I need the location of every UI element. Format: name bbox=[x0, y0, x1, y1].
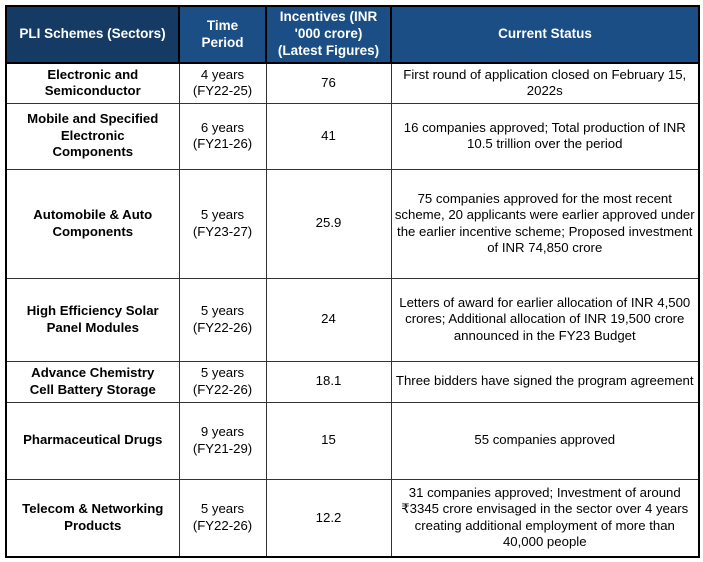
incentive-cell: 12.2 bbox=[265, 478, 392, 558]
status-cell: Three bidders have signed the program ag… bbox=[390, 360, 700, 403]
incentive-cell: 76 bbox=[265, 62, 392, 104]
header-row: PLI Schemes (Sectors) Time Period Incent… bbox=[5, 5, 700, 64]
sector-cell: Telecom & Networking Products bbox=[5, 478, 180, 558]
header-time-period: Time Period bbox=[178, 5, 267, 64]
table-row: High Efficiency Solar Panel Modules 5 yea… bbox=[5, 277, 700, 362]
time-period-cell: 5 years (FY22-26) bbox=[178, 478, 267, 558]
incentive-cell: 25.9 bbox=[265, 168, 392, 279]
header-sector: PLI Schemes (Sectors) bbox=[5, 5, 180, 64]
pli-schemes-table: PLI Schemes (Sectors) Time Period Incent… bbox=[5, 5, 700, 558]
table-row: Mobile and Specified Electronic Componen… bbox=[5, 102, 700, 170]
status-cell: 16 companies approved; Total production … bbox=[390, 102, 700, 170]
sector-cell: Automobile & Auto Components bbox=[5, 168, 180, 279]
table-row: Electronic and Semiconductor 4 years (FY2… bbox=[5, 62, 700, 104]
status-cell: Letters of award for earlier allocation … bbox=[390, 277, 700, 362]
status-cell: 75 companies approved for the most recen… bbox=[390, 168, 700, 279]
incentive-cell: 24 bbox=[265, 277, 392, 362]
sector-cell: Electronic and Semiconductor bbox=[5, 62, 180, 104]
table-row: Automobile & Auto Components 5 years (FY2… bbox=[5, 168, 700, 279]
status-cell: First round of application closed on Feb… bbox=[390, 62, 700, 104]
incentive-cell: 41 bbox=[265, 102, 392, 170]
time-period-cell: 5 years (FY22-26) bbox=[178, 360, 267, 403]
time-period-cell: 5 years (FY22-26) bbox=[178, 277, 267, 362]
time-period-cell: 5 years (FY23-27) bbox=[178, 168, 267, 279]
time-period-cell: 6 years (FY21-26) bbox=[178, 102, 267, 170]
table-row: Pharmaceutical Drugs 9 years (FY21-29) 15 5… bbox=[5, 401, 700, 480]
status-cell: 31 companies approved; Investment of aro… bbox=[390, 478, 700, 558]
sector-cell: Pharmaceutical Drugs bbox=[5, 401, 180, 480]
header-current-status: Current Status bbox=[390, 5, 700, 64]
pli-schemes-table-container: PLI Schemes (Sectors) Time Period Incent… bbox=[5, 5, 700, 558]
sector-cell: Mobile and Specified Electronic Componen… bbox=[5, 102, 180, 170]
time-period-cell: 4 years (FY22-25) bbox=[178, 62, 267, 104]
header-incentives: Incentives (INR '000 crore) (Latest Figu… bbox=[265, 5, 392, 64]
sector-cell: Advance Chemistry Cell Battery Storage bbox=[5, 360, 180, 403]
incentive-cell: 15 bbox=[265, 401, 392, 480]
time-period-cell: 9 years (FY21-29) bbox=[178, 401, 267, 480]
table-body: Electronic and Semiconductor 4 years (FY2… bbox=[5, 62, 700, 558]
table-header: PLI Schemes (Sectors) Time Period Incent… bbox=[5, 5, 700, 64]
status-cell: 55 companies approved bbox=[390, 401, 700, 480]
incentive-cell: 18.1 bbox=[265, 360, 392, 403]
sector-cell: High Efficiency Solar Panel Modules bbox=[5, 277, 180, 362]
table-row: Advance Chemistry Cell Battery Storage 5 … bbox=[5, 360, 700, 403]
table-row: Telecom & Networking Products 5 years (FY… bbox=[5, 478, 700, 558]
